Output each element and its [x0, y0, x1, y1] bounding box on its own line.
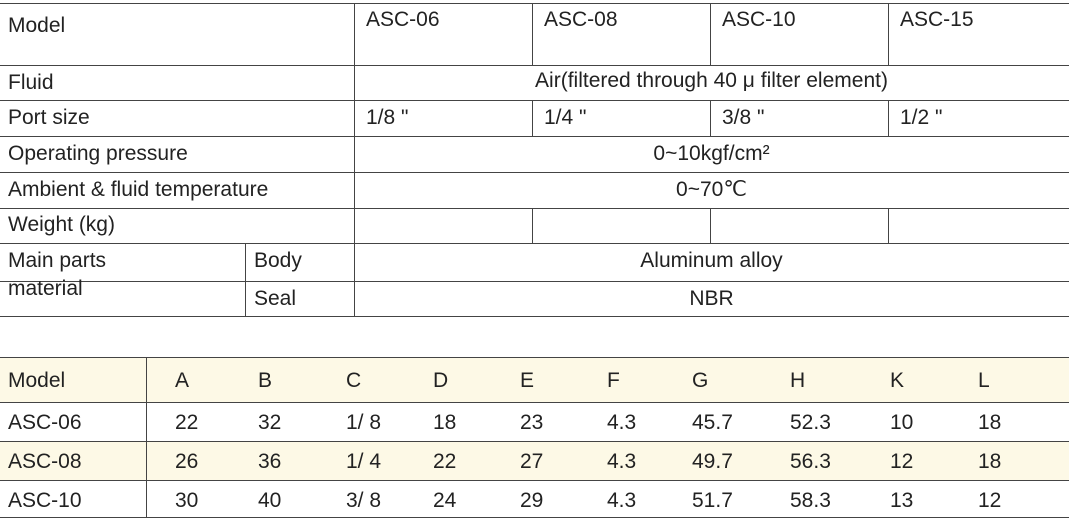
rule: [0, 480, 1069, 481]
rule: [0, 441, 1069, 442]
cell-value: 4.3: [607, 489, 637, 512]
model-name: ASC-08: [544, 8, 618, 31]
cell-value: NBR: [689, 287, 734, 310]
row-label: Fluid: [8, 71, 54, 94]
rule: [0, 3, 1069, 4]
rule: [532, 3, 533, 65]
cell-value: 52.3: [790, 411, 831, 434]
rule: [0, 243, 1069, 244]
cell-value: 30: [175, 489, 199, 512]
cell-value: 18: [433, 411, 457, 434]
rule: [245, 243, 246, 316]
column-header: L: [978, 369, 990, 392]
cell-value: 3/ 8: [346, 489, 382, 512]
rule: [354, 3, 355, 316]
column-header: K: [890, 369, 905, 392]
row-bg: [0, 442, 1069, 480]
rule: [0, 208, 1069, 209]
cell-value: 18: [978, 411, 1002, 434]
cell-value: Aluminum alloy: [640, 249, 783, 272]
cell-value: 24: [433, 489, 457, 512]
rule: [0, 402, 1069, 403]
cell-value: 27: [520, 450, 544, 473]
rule: [532, 208, 533, 243]
rule: [0, 100, 1069, 101]
column-header: H: [790, 369, 806, 392]
row-label: Operating pressure: [8, 142, 188, 165]
model-name: ASC-10: [722, 8, 796, 31]
rule: [710, 208, 711, 243]
row-label: Port size: [8, 106, 90, 129]
cell-value: 56.3: [790, 450, 831, 473]
column-header: B: [258, 369, 273, 392]
cell-value: ASC-08: [8, 450, 82, 473]
column-header: Model: [8, 369, 66, 392]
row-label: Weight (kg): [8, 213, 115, 236]
model-name: ASC-15: [900, 8, 974, 31]
cell-value: 4.3: [607, 411, 637, 434]
column-header: E: [520, 369, 535, 392]
cell-value: 0~70℃: [676, 178, 747, 201]
cell-value: 12: [978, 489, 1002, 512]
cell-value: 22: [433, 450, 457, 473]
cell-value: 10: [890, 411, 914, 434]
rule: [710, 100, 711, 136]
cell-value: 12: [890, 450, 914, 473]
column-header: D: [433, 369, 449, 392]
rule: [0, 65, 1069, 66]
rule: [0, 172, 1069, 173]
column-header: A: [175, 369, 190, 392]
row-label: Main parts material: [8, 249, 107, 300]
rule: [888, 208, 889, 243]
cell-value: 40: [258, 489, 282, 512]
column-header: F: [607, 369, 620, 392]
cell-value: 49.7: [692, 450, 733, 473]
cell-value: 51.7: [692, 489, 733, 512]
sub-label: Seal: [254, 287, 297, 310]
cell-value: 0~10kgf/cm²: [653, 142, 770, 165]
cell-value: ASC-06: [8, 411, 82, 434]
cell-value: 22: [175, 411, 199, 434]
cell-value: 26: [175, 450, 199, 473]
cell-value: 1/8 ": [366, 106, 409, 129]
cell-value: 1/ 4: [346, 450, 382, 473]
cell-value: 32: [258, 411, 282, 434]
row-label: Model: [8, 14, 66, 37]
cell-value: ASC-10: [8, 489, 82, 512]
rule: [146, 357, 147, 517]
cell-value: 36: [258, 450, 282, 473]
cell-value: 29: [520, 489, 544, 512]
cell-value: 4.3: [607, 450, 637, 473]
header-bg: [0, 358, 1069, 402]
rule: [532, 100, 533, 136]
cell-value: 23: [520, 411, 544, 434]
cell-value: 3/8 ": [722, 106, 765, 129]
cell-value: 1/4 ": [544, 106, 587, 129]
column-header: C: [346, 369, 362, 392]
cell-value: 1/ 8: [346, 411, 382, 434]
row-label: Ambient & fluid temperature: [8, 178, 269, 201]
rule: [0, 517, 1069, 518]
rule: [710, 3, 711, 65]
cell-value: 58.3: [790, 489, 831, 512]
column-header: G: [692, 369, 709, 392]
model-name: ASC-06: [366, 8, 440, 31]
cell-value: Air(filtered through 40 μ filter element…: [535, 69, 888, 92]
rule: [0, 281, 1069, 282]
cell-value: 18: [978, 450, 1002, 473]
sub-label: Body: [254, 249, 302, 272]
rule: [0, 316, 1069, 317]
rule: [0, 136, 1069, 137]
rule: [888, 100, 889, 136]
cell-value: 45.7: [692, 411, 733, 434]
rule: [888, 3, 889, 65]
cell-value: 13: [890, 489, 914, 512]
rule: [0, 357, 1069, 358]
cell-value: 1/2 ": [900, 106, 943, 129]
